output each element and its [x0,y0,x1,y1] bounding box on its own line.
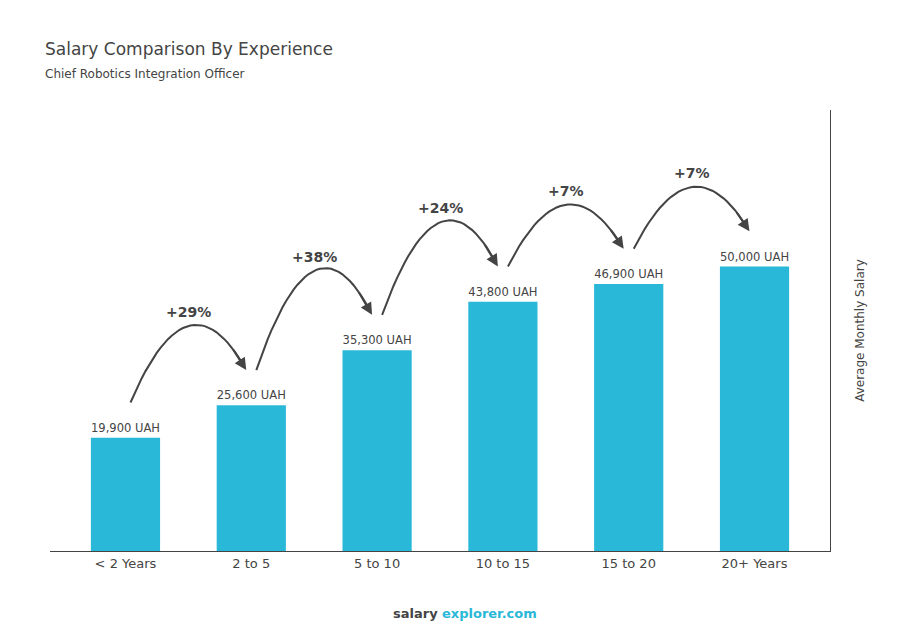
svg-text:+38%: +38% [292,249,337,265]
svg-text:5 to 10: 5 to 10 [354,556,400,571]
svg-text:+29%: +29% [166,304,211,320]
svg-text:50,000 UAH: 50,000 UAH [720,250,789,264]
svg-text:+7%: +7% [548,183,584,199]
svg-text:Chief Robotics Integration Off: Chief Robotics Integration Officer [45,67,245,81]
svg-text:+24%: +24% [418,200,463,216]
svg-text:20+ Years: 20+ Years [722,556,788,571]
svg-text:35,300 UAH: 35,300 UAH [343,333,412,347]
svg-text:46,900 UAH: 46,900 UAH [594,267,663,281]
svg-text:10 to 15: 10 to 15 [476,556,530,571]
svg-text:15 to 20: 15 to 20 [602,556,656,571]
svg-text:19,900 UAH: 19,900 UAH [91,421,160,435]
svg-text:Average Monthly Salary: Average Monthly Salary [853,259,867,402]
svg-text:Salary Comparison By Experienc: Salary Comparison By Experience [45,39,333,59]
svg-text:explorer.com: explorer.com [442,606,537,621]
svg-text:2 to 5: 2 to 5 [232,556,270,571]
svg-text:< 2 Years: < 2 Years [95,556,157,571]
svg-text:+7%: +7% [674,165,710,181]
svg-text:25,600 UAH: 25,600 UAH [217,388,286,402]
svg-text:43,800 UAH: 43,800 UAH [468,285,537,299]
svg-text:salary: salary [393,606,438,621]
